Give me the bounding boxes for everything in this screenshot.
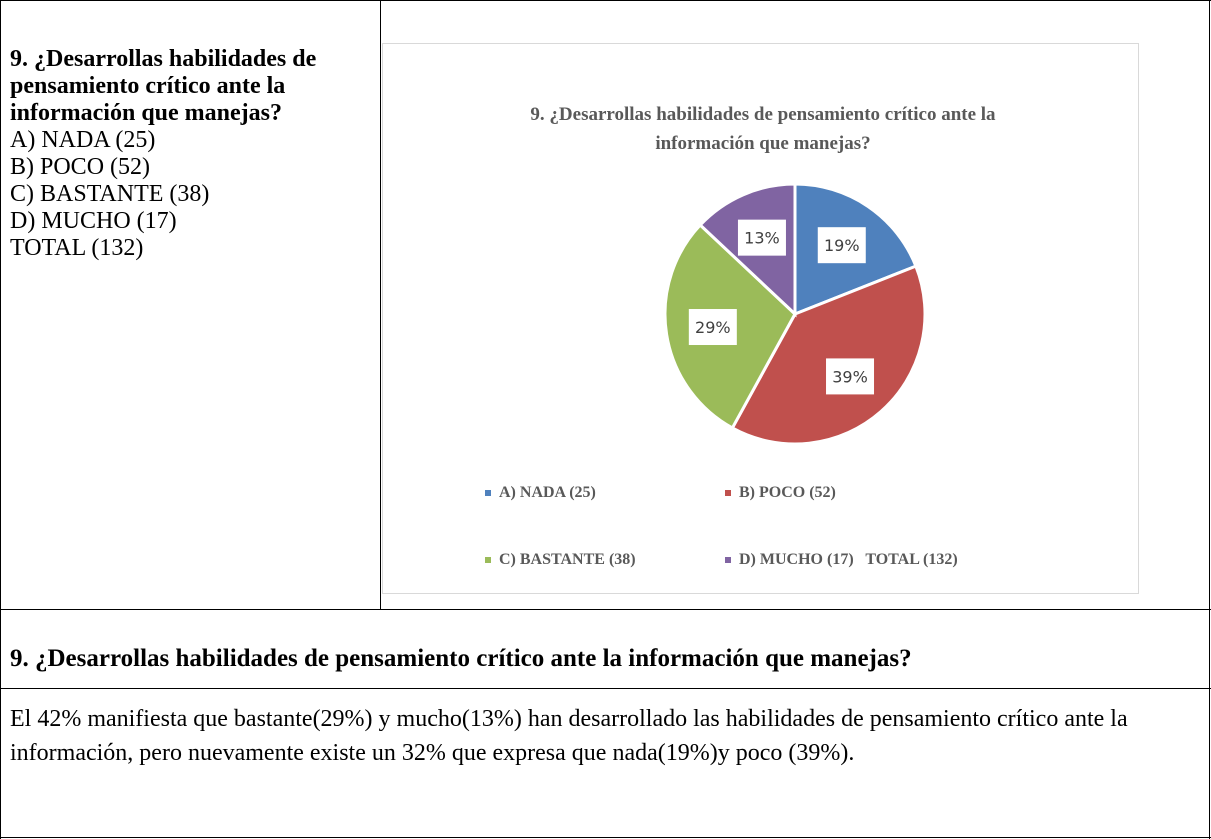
- border: [0, 688, 1211, 689]
- border: [0, 609, 1211, 610]
- option: TOTAL (132): [10, 235, 144, 261]
- legend-label: A) NADA (25): [499, 484, 596, 501]
- data-label: 29%: [695, 318, 731, 337]
- legend-item: D) MUCHO (17) TOTAL (132): [725, 551, 958, 569]
- legend-label: C) BASTANTE (38): [499, 551, 636, 568]
- pie: 19% 39% 29% 13%: [663, 182, 927, 446]
- border: [1209, 0, 1210, 839]
- data-label: 39%: [832, 367, 868, 386]
- options: A) NADA (25) B) POCO (52) C) BASTANTE (38)…: [10, 127, 365, 262]
- legend-label: D) MUCHO (17) TOTAL (132): [739, 551, 958, 568]
- option: D) MUCHO (17): [10, 208, 177, 234]
- label-box: [688, 309, 737, 346]
- option: C) BASTANTE (38): [10, 181, 210, 207]
- legend-swatch: [725, 490, 731, 497]
- label-box: [737, 219, 786, 256]
- border: [0, 837, 1211, 838]
- legend-swatch: [725, 557, 731, 564]
- label-box: [826, 358, 875, 395]
- border: [380, 0, 381, 610]
- border: [0, 0, 1, 839]
- legend-label: B) POCO (52): [739, 484, 836, 501]
- option: A) NADA (25): [10, 127, 156, 153]
- label-box: [817, 227, 866, 264]
- option: B) POCO (52): [10, 154, 151, 180]
- question-title: 9. ¿Desarrollas habilidades de pensamien…: [10, 46, 317, 126]
- data-label: 19%: [824, 236, 860, 255]
- chart-title: 9. ¿Desarrollas habilidades de pensamien…: [530, 104, 996, 154]
- pie-slice: [730, 264, 927, 446]
- legend-item: B) POCO (52): [725, 484, 836, 502]
- heading: 9. ¿Desarrollas habilidades de pensamien…: [10, 645, 912, 672]
- legend-item: C) BASTANTE (38): [485, 551, 636, 569]
- paragraph: El 42% manifiesta que bastante(29%) y mu…: [10, 706, 1128, 766]
- chart: 9. ¿Desarrollas habilidades de pensamien…: [382, 43, 1139, 594]
- legend-swatch: [485, 490, 491, 497]
- legend-item: A) NADA (25): [485, 484, 596, 502]
- border: [0, 0, 1211, 1]
- legend-swatch: [485, 557, 491, 564]
- question-cell: 9. ¿Desarrollas habilidades de pensamien…: [10, 46, 365, 262]
- data-label: 13%: [744, 229, 780, 248]
